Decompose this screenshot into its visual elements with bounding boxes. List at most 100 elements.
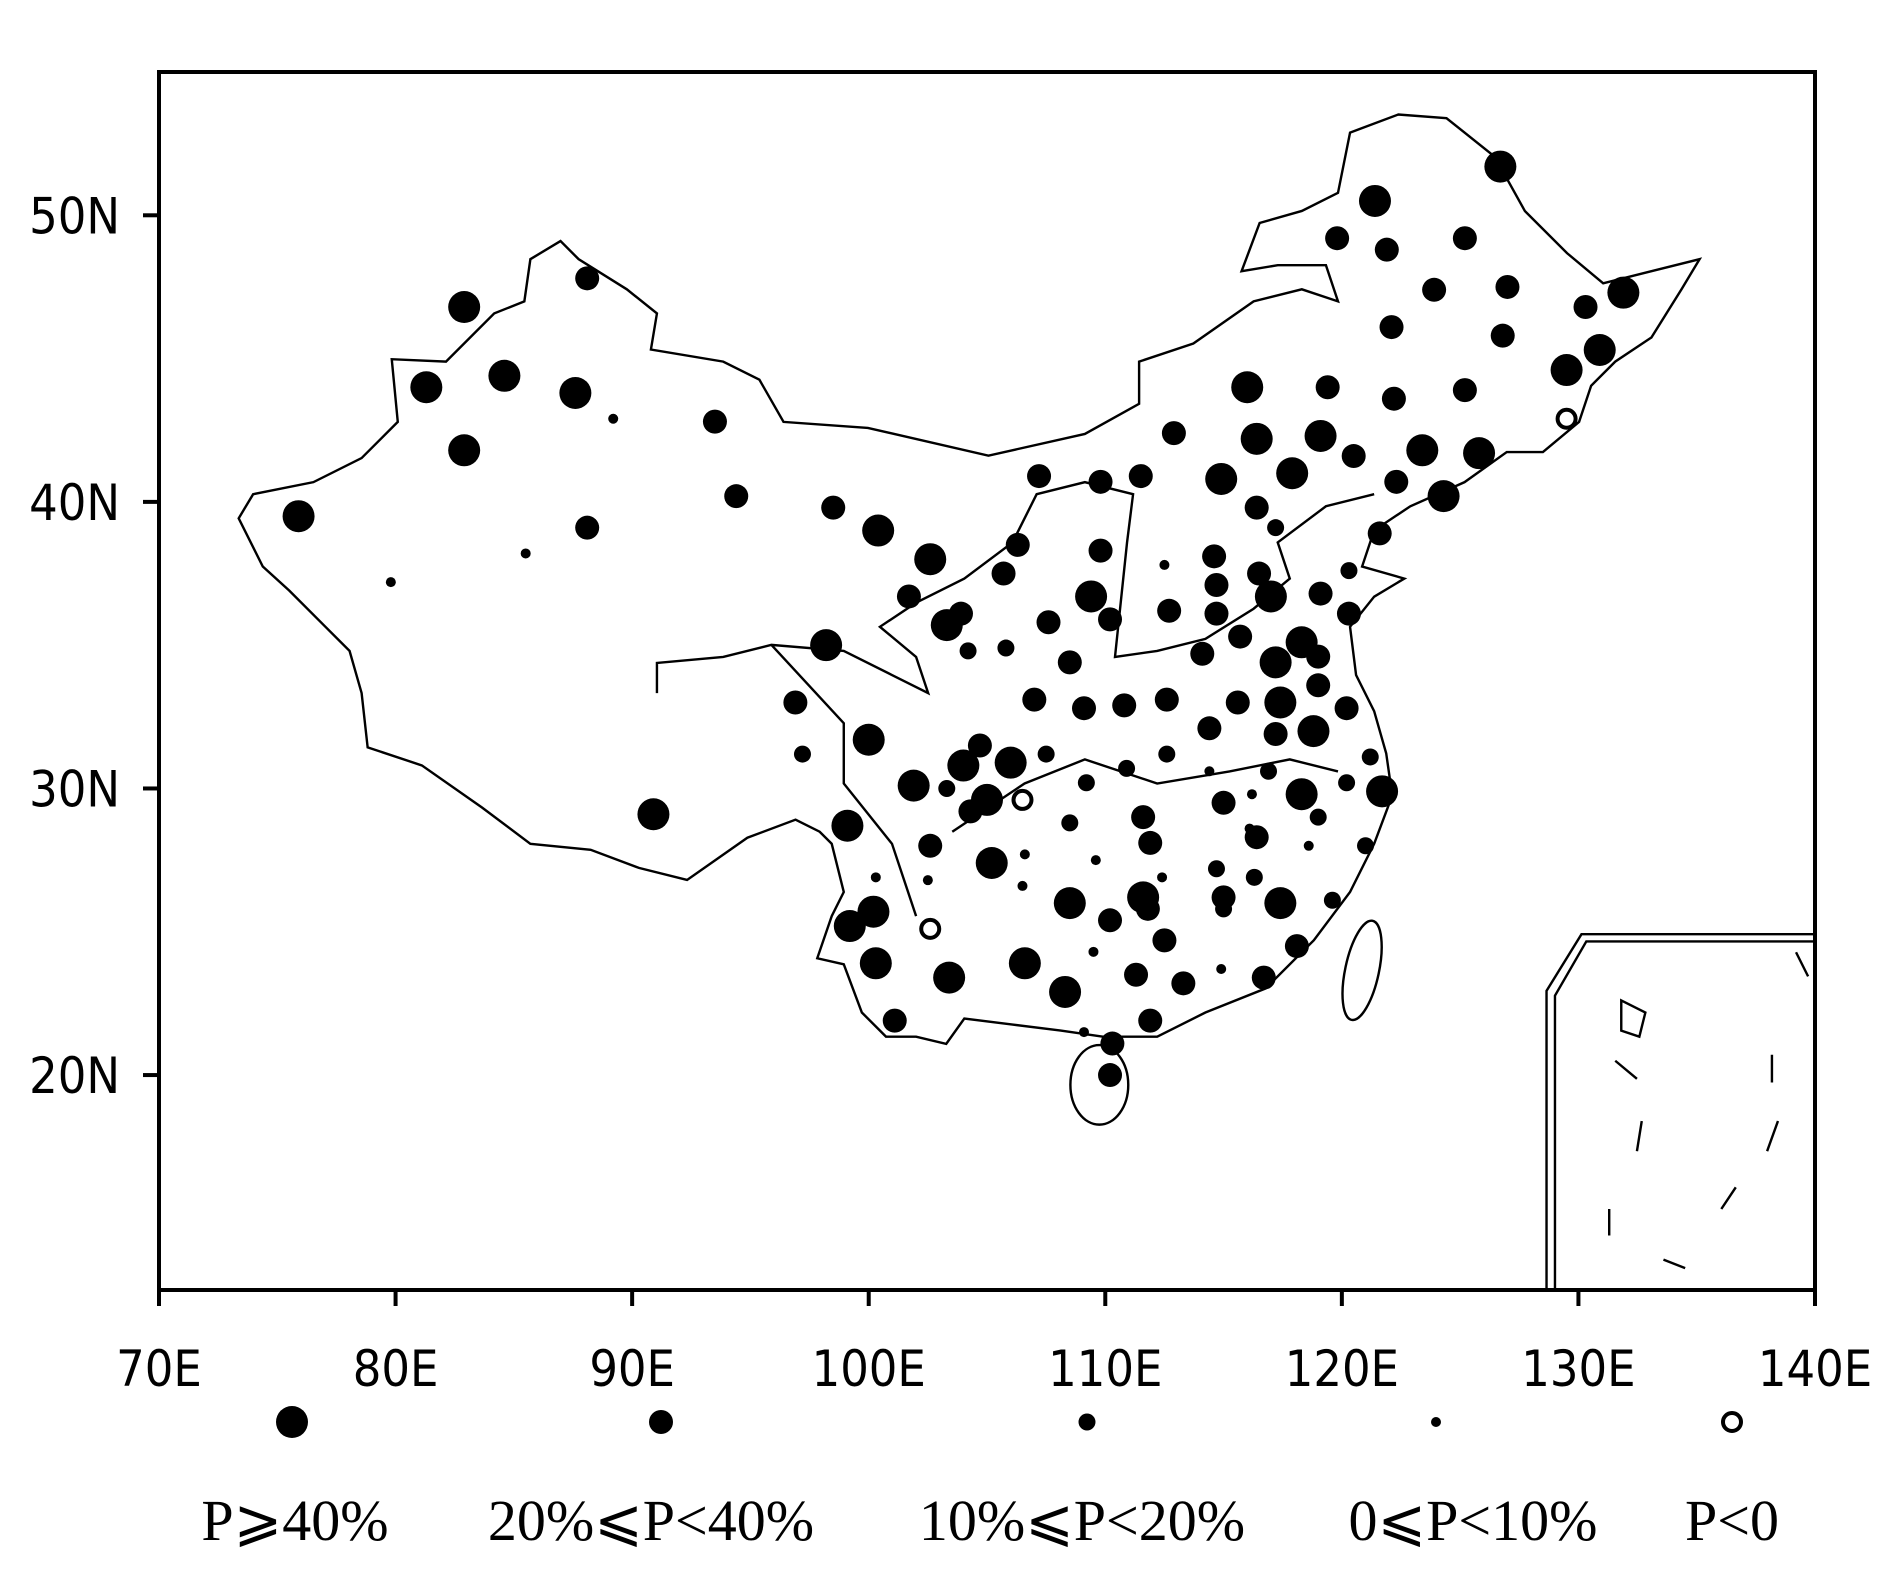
station-dot — [1215, 900, 1233, 918]
station-dot — [575, 515, 600, 540]
station-dot — [959, 642, 977, 660]
station-dot — [1284, 934, 1309, 959]
station-dot — [1484, 150, 1517, 183]
station-dot — [918, 833, 943, 858]
station-dot — [1254, 580, 1287, 613]
station-dot — [1019, 849, 1030, 860]
station-dot — [1211, 790, 1236, 815]
x-tick-label: 100E — [812, 1340, 926, 1398]
station-dot — [1171, 971, 1196, 996]
station-dot — [1374, 237, 1399, 262]
station-dot — [783, 690, 808, 715]
station-dot — [1490, 323, 1515, 348]
station-dot — [1260, 762, 1278, 780]
station-dot — [1264, 887, 1297, 920]
y-tick-label: 40N — [29, 474, 120, 532]
station-dot — [821, 495, 846, 520]
station-dot — [1112, 693, 1137, 718]
station-dot — [1306, 644, 1331, 669]
station-dot — [1452, 226, 1477, 251]
station-dot — [1197, 716, 1222, 741]
station-dot — [1157, 598, 1182, 623]
station-dot — [967, 733, 992, 758]
station-dot — [1406, 434, 1439, 467]
station-dot — [1325, 226, 1350, 251]
station-dot — [1297, 715, 1330, 748]
y-tick-label: 30N — [29, 760, 120, 818]
station-dot — [1452, 378, 1477, 403]
station-dot — [488, 359, 521, 392]
station-dot — [1366, 775, 1399, 808]
station-dot — [882, 1008, 907, 1033]
station-dot — [1098, 908, 1123, 933]
map-frame — [157, 70, 1817, 1292]
legend-marker — [1721, 1411, 1743, 1433]
station-dot — [1138, 830, 1163, 855]
station-dot — [1276, 457, 1309, 490]
station-dot — [1022, 687, 1047, 712]
station-dot — [1259, 646, 1292, 679]
station-dot — [1225, 690, 1250, 715]
station-dot — [1244, 823, 1255, 834]
legend-label: 0⩽P<10% — [1349, 1488, 1598, 1553]
legend-label: 10%⩽P<20% — [919, 1488, 1245, 1553]
station-dot — [1607, 276, 1640, 309]
station-dot — [833, 910, 866, 943]
station-dot — [933, 961, 966, 994]
station-dot — [810, 629, 843, 662]
station-dot — [1309, 808, 1327, 826]
station-dot — [1463, 437, 1496, 470]
station-dot — [922, 875, 933, 886]
station-dot — [1090, 855, 1101, 866]
station-dot — [997, 639, 1015, 657]
station-dot — [1340, 562, 1358, 580]
x-tick-label: 140E — [1758, 1340, 1872, 1398]
x-tick-label: 70E — [116, 1340, 202, 1398]
station-dot — [1495, 274, 1520, 299]
station-dot — [702, 409, 727, 434]
station-dot — [1008, 947, 1041, 980]
y-tick-label: 50N — [29, 187, 120, 245]
station-dot — [1358, 184, 1391, 217]
station-dot — [1204, 572, 1229, 597]
station-dot — [1264, 686, 1297, 719]
station-dot — [1037, 745, 1055, 763]
station-dot — [1245, 868, 1263, 886]
station-dot — [1306, 673, 1331, 698]
station-dot — [1075, 580, 1108, 613]
station-dot — [1159, 559, 1170, 570]
legend-label: P<0 — [1685, 1488, 1779, 1553]
station-dot — [1361, 748, 1379, 766]
station-dot — [1379, 315, 1404, 340]
station-dot — [1088, 469, 1113, 494]
station-dot — [947, 749, 980, 782]
station-dot — [870, 872, 881, 883]
station-dot — [938, 779, 956, 797]
station-dot — [1128, 464, 1153, 489]
station-dot — [1100, 1031, 1125, 1056]
station-dot — [948, 601, 973, 626]
station-dot — [1088, 538, 1113, 563]
legend-label: 20%⩽P<40% — [488, 1488, 814, 1553]
station-dot — [1071, 696, 1096, 721]
station-dot — [896, 584, 921, 609]
station-dot — [1381, 386, 1406, 411]
station-dot — [1088, 946, 1099, 957]
station-dot — [914, 543, 947, 576]
station-dot — [1308, 581, 1333, 606]
station-dot — [1005, 532, 1030, 557]
station-dot — [1384, 469, 1409, 494]
station-dot — [1027, 464, 1052, 489]
station-dot — [1323, 891, 1341, 909]
station-dot — [608, 413, 619, 424]
station-dot — [1061, 814, 1079, 832]
station-dot — [1263, 722, 1288, 747]
station-dot — [1315, 375, 1340, 400]
station-dot — [1246, 789, 1257, 800]
x-tick-label: 130E — [1521, 1340, 1635, 1398]
station-dot — [1583, 333, 1616, 366]
station-dot — [448, 291, 481, 324]
station-dot — [859, 947, 892, 980]
